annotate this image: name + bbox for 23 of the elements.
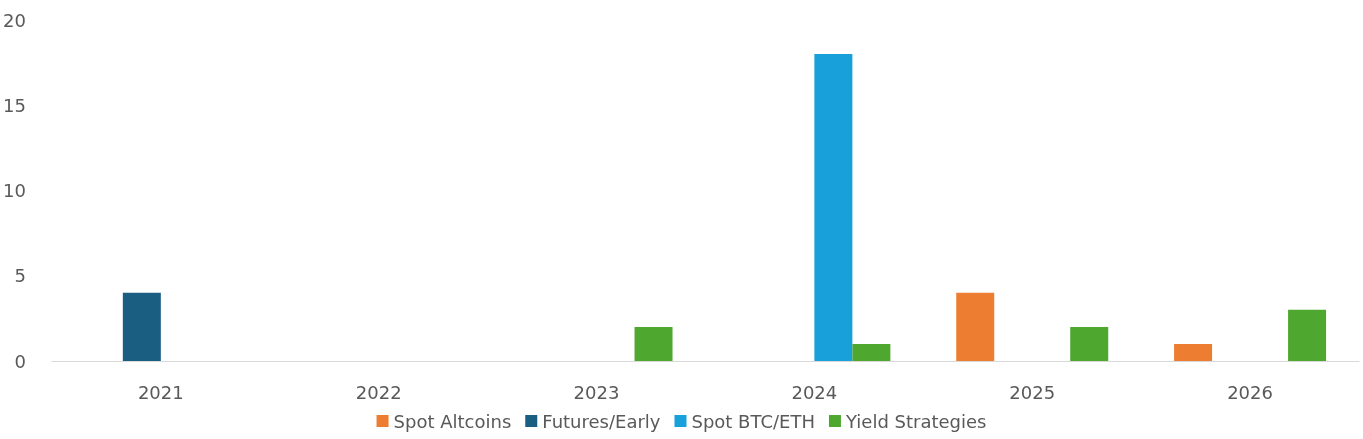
bar	[122, 292, 161, 361]
y-tick-label: 20	[3, 9, 26, 31]
legend-label: Spot BTC/ETH	[691, 410, 815, 432]
x-tick-label: 2021	[137, 381, 184, 403]
y-tick-label: 15	[3, 94, 26, 116]
legend-label: Futures/Early	[542, 410, 661, 432]
x-tick-label: 2026	[1227, 381, 1273, 403]
bar	[852, 343, 891, 361]
x-tick-label: 2025	[1009, 381, 1056, 403]
bar	[1070, 326, 1109, 361]
bar	[634, 326, 673, 361]
bar	[814, 54, 853, 361]
legend-label: Spot Altcoins	[393, 410, 512, 432]
y-tick-label: 5	[14, 265, 26, 287]
y-tick-label: 10	[3, 180, 26, 201]
bar	[956, 292, 995, 361]
bar	[1288, 309, 1327, 361]
y-tick-label: 0	[14, 350, 26, 372]
bar	[1174, 343, 1213, 361]
x-tick-label: 2023	[573, 381, 620, 403]
legend-label: Yield Strategies	[844, 410, 987, 432]
x-tick-label: 2022	[355, 381, 402, 403]
x-tick-label: 2024	[791, 381, 838, 403]
